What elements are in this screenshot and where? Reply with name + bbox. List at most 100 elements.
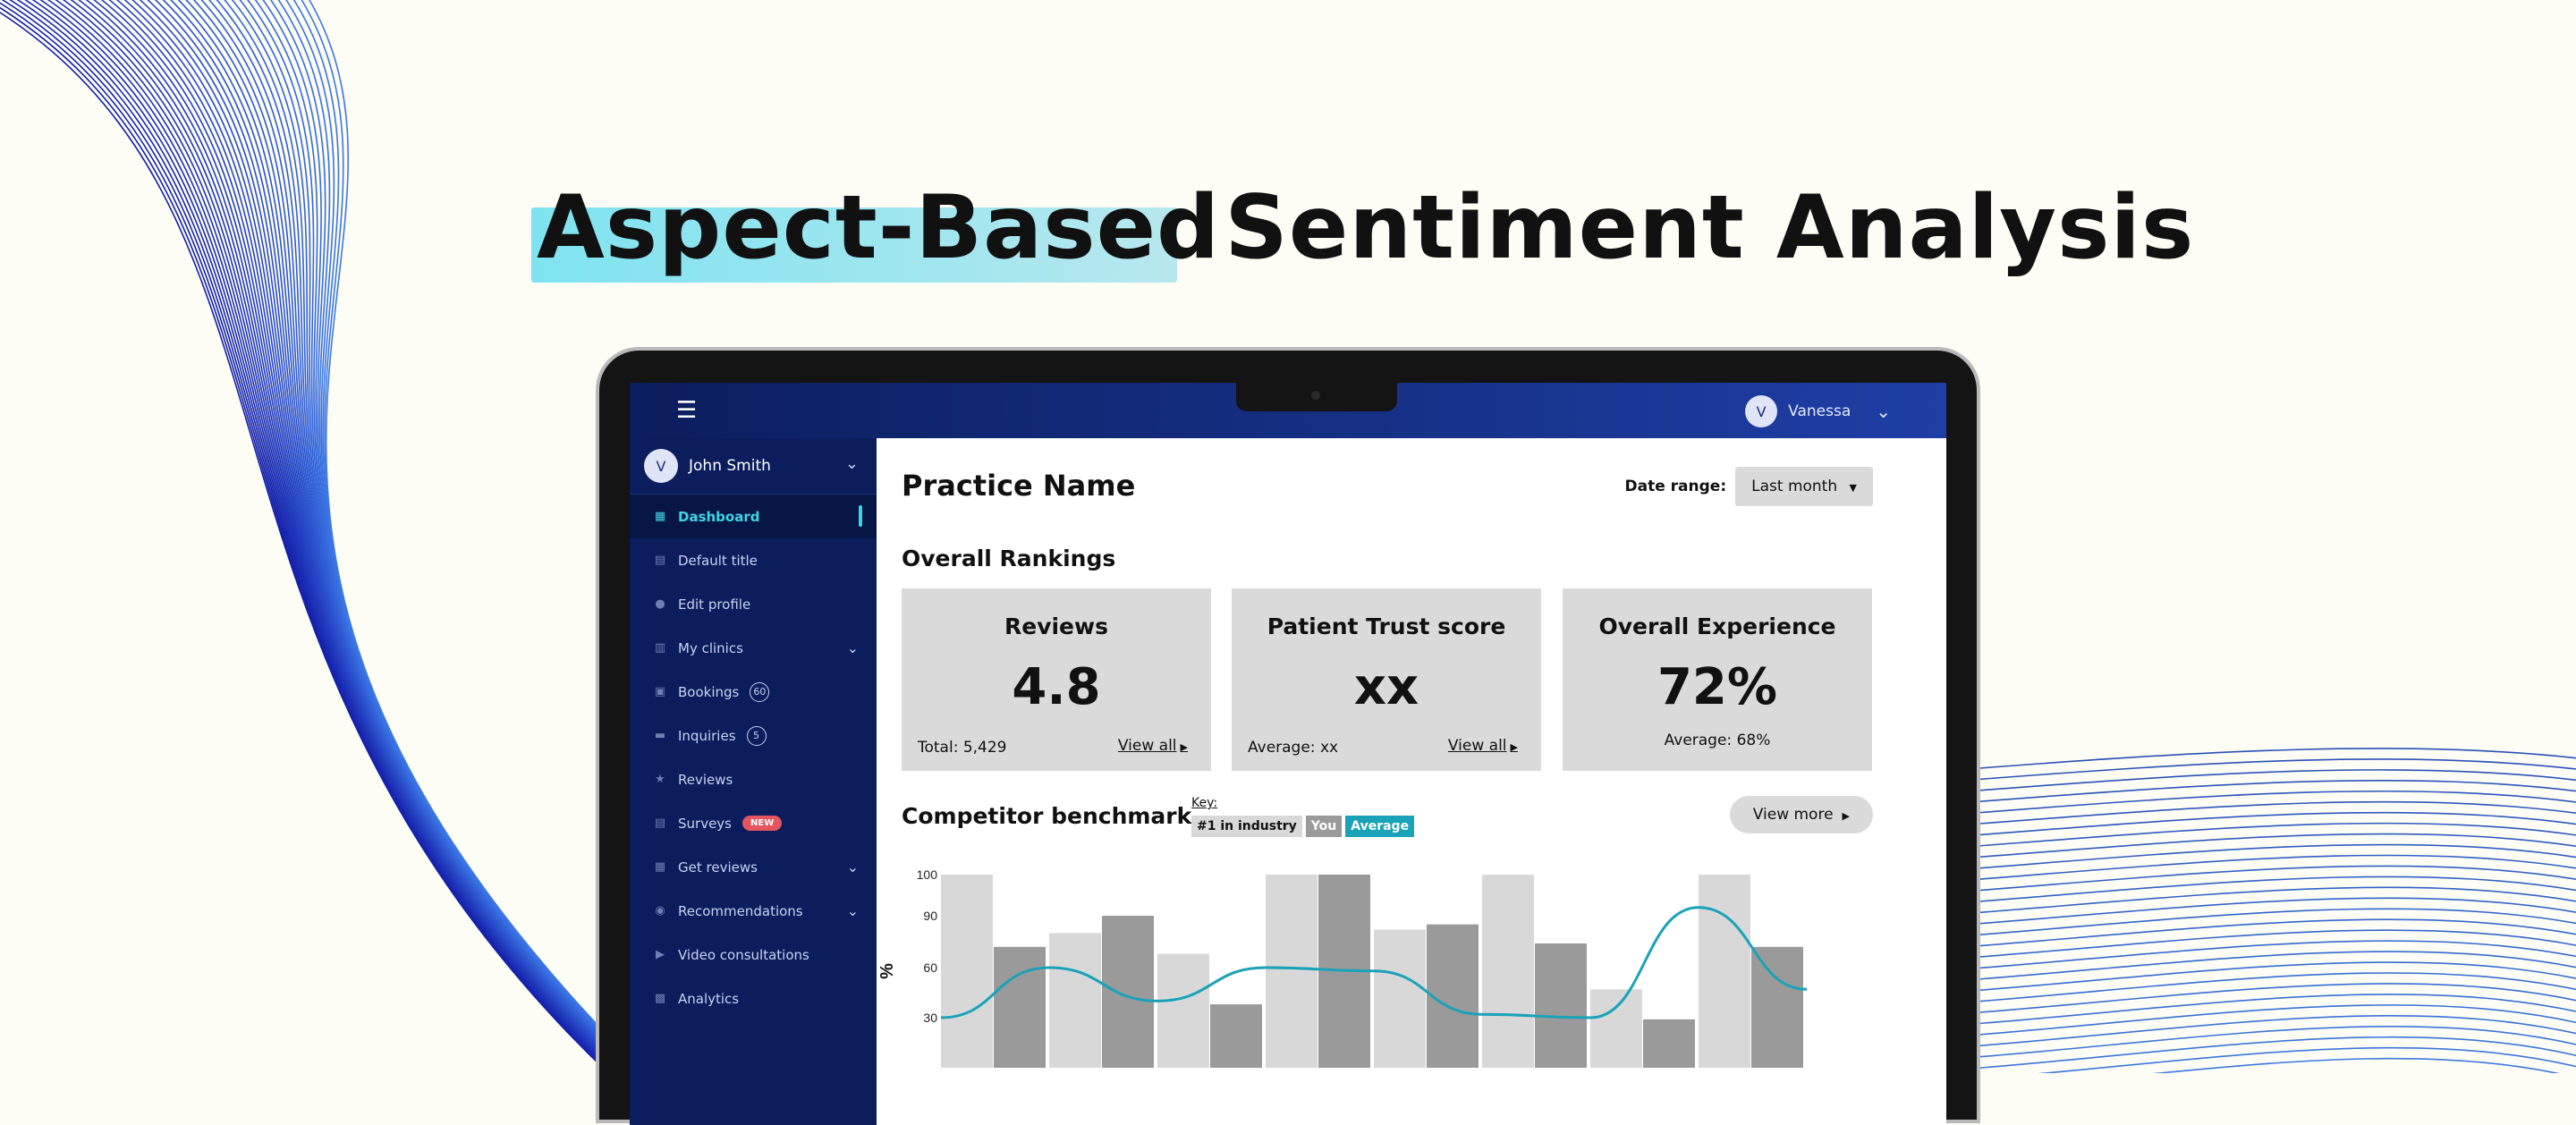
chevron-down-icon[interactable]: ⌄ bbox=[1876, 401, 1891, 422]
wave-line bbox=[1967, 886, 2576, 915]
wave-line bbox=[1967, 769, 2576, 792]
y-tick-label: 30 bbox=[923, 1011, 937, 1025]
benchmark-title: Competitor benchmark bbox=[902, 803, 1192, 829]
sidebar-item-my-clinics[interactable]: ▥ My clinics ⌄ bbox=[630, 626, 877, 670]
wave-line bbox=[1967, 779, 2576, 804]
sidebar-item-label: My clinics bbox=[678, 639, 743, 656]
caret-right-icon: ▶ bbox=[1180, 741, 1188, 753]
wave-line bbox=[1967, 994, 2576, 1026]
card-title: Overall Experience bbox=[1598, 613, 1836, 639]
analytics-icon: ▩ bbox=[654, 992, 666, 1005]
page-title: Practice Name bbox=[902, 469, 1136, 503]
star-icon: ★ bbox=[655, 773, 665, 786]
key-item: #1 in industry bbox=[1191, 816, 1302, 837]
view-all-label: View all bbox=[1447, 737, 1507, 755]
sidebar-item-recommendations[interactable]: ◉ Recommendations ⌄ bbox=[630, 889, 877, 933]
wave-line bbox=[1967, 1036, 2576, 1070]
sidebar-item-inquiries[interactable]: ▬ Inquiries 5 bbox=[630, 714, 877, 757]
wave-line bbox=[1967, 748, 2576, 770]
laptop-frame: ☰ V Vanessa ⌄ V John Smith ⌄ ▦ Dashboard ▤… bbox=[599, 351, 1977, 1125]
bar-industry bbox=[1049, 933, 1101, 1068]
new-badge: NEW bbox=[742, 816, 783, 831]
card-subtext: Average: xx bbox=[1248, 739, 1339, 757]
sidebar-item-surveys[interactable]: ▤ Surveys NEW bbox=[630, 801, 877, 845]
hero-title-highlight-text: Aspect-Based bbox=[537, 177, 1221, 279]
wave-line bbox=[1967, 983, 2576, 1014]
view-all-link[interactable]: View all ▶ bbox=[1118, 737, 1188, 755]
calendar-icon: ▣ bbox=[654, 685, 666, 698]
wave-line bbox=[62, 0, 618, 1073]
bar-you bbox=[1535, 943, 1587, 1068]
sidebar-item-edit-profile[interactable]: ● Edit profile bbox=[630, 582, 877, 626]
bar-industry bbox=[941, 875, 993, 1068]
sidebar-item-reviews[interactable]: ★ Reviews bbox=[630, 757, 877, 801]
bar-you bbox=[1427, 924, 1479, 1068]
date-range: Date range: Last month ▼ bbox=[1625, 467, 1873, 506]
wave-line bbox=[308, 0, 645, 1073]
sidebar-item-video-consultations[interactable]: ▶ Video consultations bbox=[630, 933, 877, 977]
sidebar-item-dashboard[interactable]: ▦ Dashboard bbox=[630, 495, 877, 538]
y-axis-label: % bbox=[877, 963, 897, 979]
dashboard-icon: ▦ bbox=[654, 510, 666, 523]
review-request-icon: ▦ bbox=[654, 860, 666, 874]
sidebar-nav: ▦ Dashboard ▤ Default title ● Edit profile ▥ My… bbox=[630, 495, 877, 1020]
chevron-down-icon[interactable]: ⌄ bbox=[846, 639, 859, 656]
bar-industry bbox=[1157, 953, 1209, 1068]
sidebar-item-label: Recommendations bbox=[678, 902, 803, 919]
wave-line bbox=[0, 2, 611, 1073]
bar-you bbox=[1643, 1019, 1695, 1068]
wave-line bbox=[169, 0, 630, 1073]
wave-line bbox=[177, 0, 631, 1073]
title-highlight bbox=[531, 207, 1177, 283]
wave-line bbox=[2151, 1057, 2560, 1073]
recommend-icon: ◉ bbox=[655, 904, 665, 918]
clinic-icon: ▥ bbox=[654, 641, 666, 655]
app-screen: ☰ V Vanessa ⌄ V John Smith ⌄ ▦ Dashboard ▤… bbox=[630, 383, 1946, 1125]
chevron-down-icon[interactable]: ⌄ bbox=[844, 454, 859, 473]
view-more-label: View more bbox=[1752, 806, 1834, 824]
wave-line bbox=[131, 0, 626, 1073]
wave-line bbox=[1967, 918, 2576, 948]
sidebar-item-get-reviews[interactable]: ▦ Get reviews ⌄ bbox=[630, 845, 877, 889]
view-all-link[interactable]: View all ▶ bbox=[1448, 737, 1518, 755]
card-subtext: Total: 5,429 bbox=[918, 739, 1007, 757]
sidebar-item-label: Reviews bbox=[678, 771, 733, 788]
wave-line bbox=[1967, 833, 2576, 859]
sidebar-item-default-title[interactable]: ▤ Default title bbox=[630, 538, 877, 582]
bar-industry bbox=[1590, 989, 1642, 1068]
chevron-down-icon[interactable]: ⌄ bbox=[846, 902, 859, 919]
view-all-label: View all bbox=[1117, 737, 1177, 755]
bar-industry bbox=[1266, 875, 1318, 1068]
sidebar-item-analytics[interactable]: ▩ Analytics bbox=[630, 977, 877, 1020]
wave-line bbox=[1967, 758, 2576, 782]
hamburger-icon[interactable]: ☰ bbox=[676, 397, 698, 424]
reviews-card: Reviews 4.8 Total: 5,429 View all ▶ bbox=[902, 588, 1211, 771]
sidebar-user[interactable]: V John Smith ⌄ bbox=[630, 438, 877, 495]
wave-line bbox=[0, 6, 610, 1073]
wave-line bbox=[277, 0, 641, 1073]
sidebar-item-label: Bookings bbox=[678, 683, 740, 700]
wave-line bbox=[1967, 908, 2576, 937]
sidebar-item-label: Default title bbox=[678, 552, 758, 569]
view-more-button[interactable]: View more ▶ bbox=[1729, 796, 1873, 833]
user-menu[interactable]: V Vanessa ⌄ bbox=[1745, 395, 1891, 427]
document-icon: ▤ bbox=[654, 554, 666, 567]
card-value: 4.8 bbox=[1012, 658, 1101, 716]
bar-you bbox=[994, 946, 1046, 1068]
bar-industry bbox=[1699, 875, 1750, 1068]
chevron-down-icon[interactable]: ⌄ bbox=[846, 859, 859, 875]
hero-title-rest-text: Sentiment Analysis bbox=[1224, 177, 2195, 279]
wave-line bbox=[1967, 1004, 2576, 1036]
rankings-title: Overall Rankings bbox=[902, 546, 1116, 571]
date-range-select[interactable]: Last month ▼ bbox=[1735, 467, 1873, 506]
wave-line bbox=[184, 0, 631, 1073]
wave-line bbox=[1967, 972, 2576, 1003]
wave-lines-decoration bbox=[0, 0, 2576, 1073]
bar-you bbox=[1751, 946, 1803, 1068]
wave-line bbox=[1967, 800, 2576, 825]
main-content: Practice Name Date range: Last month ▼ O… bbox=[877, 438, 1946, 1125]
video-icon: ▶ bbox=[656, 948, 665, 961]
key-label: Key: bbox=[1191, 796, 1218, 810]
sidebar-item-bookings[interactable]: ▣ Bookings 60 bbox=[630, 670, 877, 714]
avatar: V bbox=[644, 449, 678, 483]
